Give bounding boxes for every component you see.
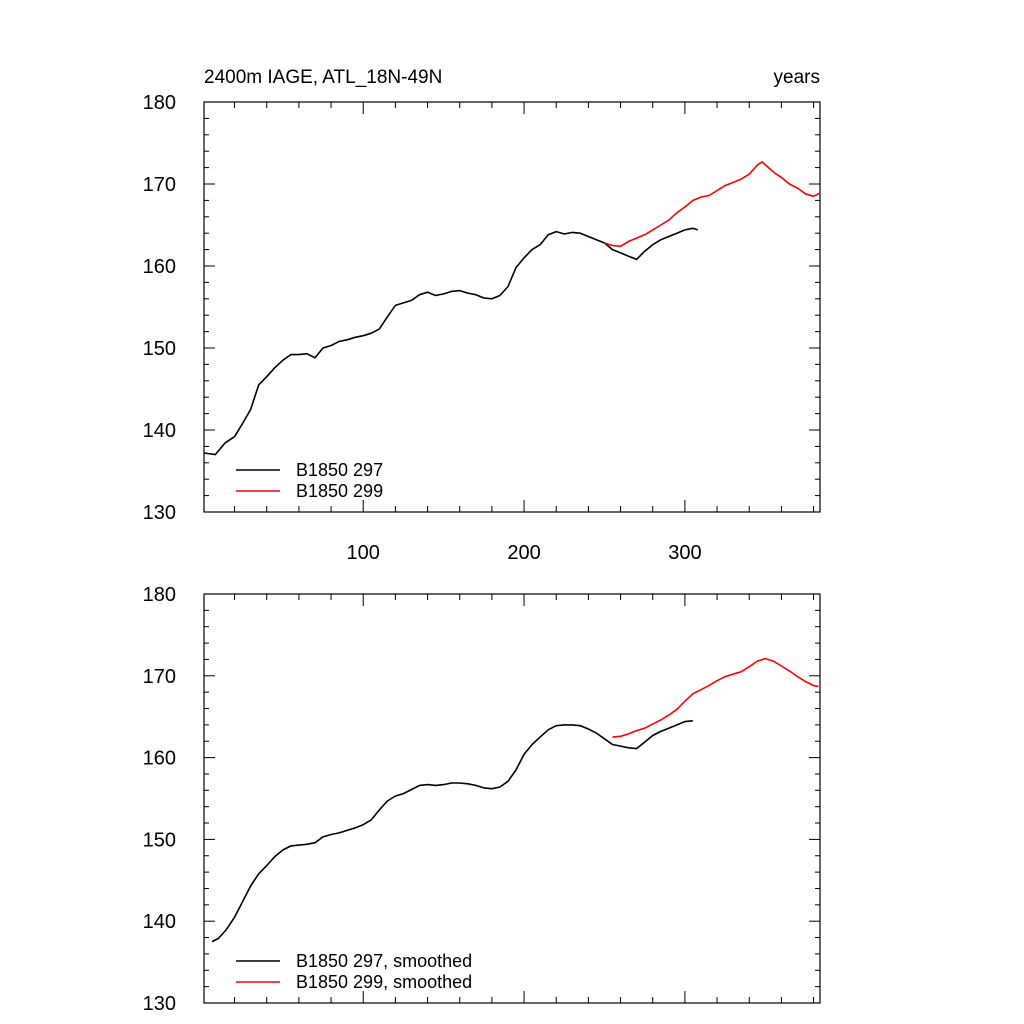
plot-frame <box>203 101 821 513</box>
series-line <box>612 657 819 738</box>
bottom-panel: 130 140 150 160 170 180 B1850 297, smoothedB18… <box>143 584 821 1015</box>
series-line <box>203 227 699 456</box>
top-panel: 2400m IAGE, ATL_18N-49N years 130 140 150 1… <box>143 67 821 564</box>
y-tick-label: 160 <box>143 748 176 770</box>
y-tick-label: 150 <box>143 338 176 360</box>
plot-frame <box>203 593 821 1004</box>
x-tick-label: 200 <box>507 542 540 564</box>
y-tick-label: 160 <box>143 256 176 278</box>
legend-label: B1850 297 <box>296 460 383 480</box>
y-tick-label: 130 <box>143 502 176 524</box>
x-tick-label: 300 <box>668 542 701 564</box>
y-tick-label: 140 <box>143 911 176 933</box>
y-tick-label: 150 <box>143 829 176 851</box>
series-line <box>211 720 693 943</box>
y-tick-label: 180 <box>143 92 176 114</box>
series-line <box>604 161 821 248</box>
legend-label: B1850 297, smoothed <box>296 951 472 971</box>
y-tick-label: 180 <box>143 584 176 606</box>
legend-label: B1850 299 <box>296 481 383 501</box>
units-label: years <box>774 67 820 88</box>
legend-label: B1850 299, smoothed <box>296 972 472 992</box>
chart-title: 2400m IAGE, ATL_18N-49N <box>204 67 442 88</box>
y-tick-label: 130 <box>143 993 176 1015</box>
y-tick-label: 140 <box>143 420 176 442</box>
x-tick-label: 100 <box>347 542 380 564</box>
y-tick-label: 170 <box>143 174 176 196</box>
y-tick-label: 170 <box>143 666 176 688</box>
